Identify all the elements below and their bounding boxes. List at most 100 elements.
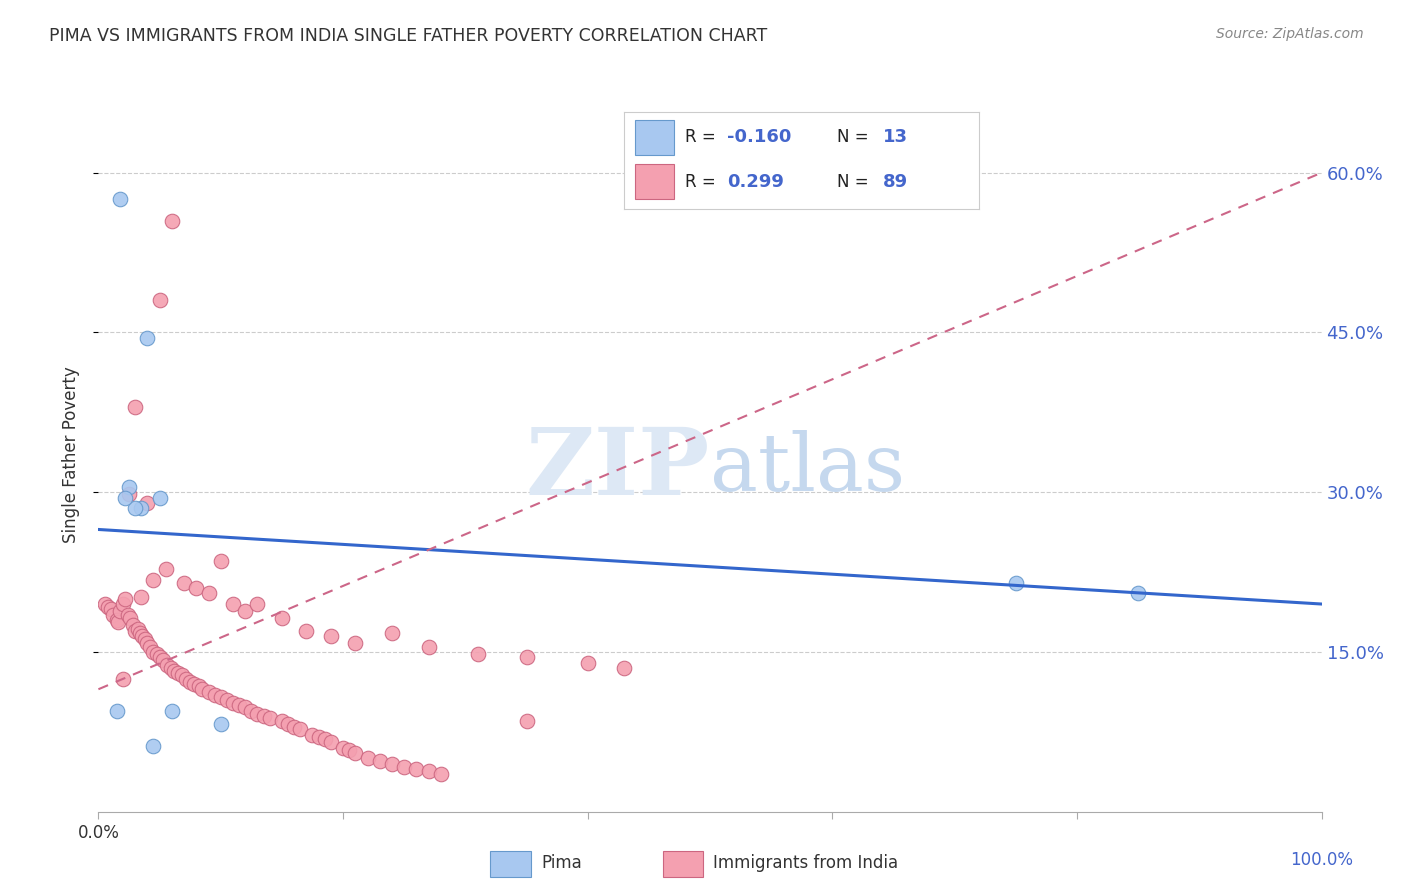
Point [152,653,174,667]
Point [197,586,219,600]
Text: 100.0%: 100.0% [1291,851,1353,869]
Point [136,496,159,510]
Point [337,743,360,757]
Text: PIMA VS IMMIGRANTS FROM INDIA SINGLE FATHER POVERTY CORRELATION CHART: PIMA VS IMMIGRANTS FROM INDIA SINGLE FAT… [49,27,768,45]
Point [129,590,152,604]
Point [173,575,195,590]
Point [270,714,294,729]
Point [170,668,193,682]
Point [246,706,269,721]
Point [118,480,141,494]
Point [209,690,232,704]
Point [124,501,146,516]
Point [295,624,318,638]
Point [283,719,305,733]
Point [246,597,269,611]
Point [117,607,139,622]
Y-axis label: Single Father Poverty: Single Father Poverty [62,367,80,543]
Point [1128,586,1150,600]
Point [114,491,136,505]
Point [186,581,208,595]
Text: R =: R = [685,173,721,191]
Point [240,704,263,718]
Point [142,739,165,753]
Point [124,624,146,638]
Point [134,632,156,647]
Point [233,605,256,619]
Point [101,607,124,622]
Text: R =: R = [685,128,721,146]
Point [142,645,165,659]
Point [155,562,177,576]
Point [430,767,453,781]
Text: Pima: Pima [541,854,582,872]
Point [120,611,142,625]
Point [222,597,245,611]
Point [136,331,159,345]
Point [97,600,120,615]
Point [110,192,132,206]
Point [110,605,132,619]
Point [392,760,416,774]
Point [332,740,354,755]
Point [233,700,256,714]
Point [105,704,128,718]
Point [163,664,186,678]
Point [139,640,162,654]
Point [467,647,489,661]
Point [209,717,232,731]
Point [215,693,238,707]
Point [114,591,136,606]
Point [222,696,245,710]
Text: Immigrants from India: Immigrants from India [713,854,898,872]
Point [209,554,232,568]
Point [131,629,153,643]
Point [149,650,172,665]
Point [167,666,190,681]
Point [381,756,404,771]
Point [121,618,143,632]
Point [179,674,201,689]
Point [204,688,226,702]
Point [356,751,378,765]
Point [259,711,281,725]
Point [515,714,537,729]
Point [129,625,152,640]
Point [183,677,205,691]
Point [118,487,141,501]
Text: 13: 13 [883,128,908,146]
Point [156,657,179,672]
Point [1004,575,1026,590]
Point [100,602,122,616]
Point [191,682,214,697]
Point [149,491,172,505]
Point [187,679,209,693]
Point [124,400,146,414]
Point [290,722,312,736]
Point [136,636,159,650]
Point [129,501,152,516]
Text: N =: N = [837,128,875,146]
Point [301,728,323,742]
Point [159,661,181,675]
Point [127,622,149,636]
Point [368,754,391,768]
Point [515,650,537,665]
Point [111,672,134,686]
Point [319,629,342,643]
Text: -0.160: -0.160 [727,128,792,146]
Point [344,746,367,760]
Point [176,672,198,686]
Point [146,647,169,661]
Point [405,762,427,776]
Text: Source: ZipAtlas.com: Source: ZipAtlas.com [1216,27,1364,41]
Text: atlas: atlas [710,430,905,508]
Bar [662,851,703,877]
Point [228,698,250,713]
Bar [636,120,673,155]
Point [314,732,336,747]
Point [576,656,599,670]
Point [107,615,129,629]
Text: 89: 89 [883,173,908,191]
Point [197,685,219,699]
